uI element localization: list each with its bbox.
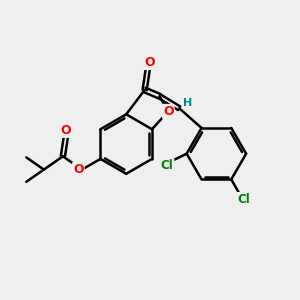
Text: O: O: [61, 124, 71, 137]
Text: O: O: [144, 56, 155, 69]
Text: H: H: [183, 98, 192, 108]
Text: Cl: Cl: [237, 193, 250, 206]
Text: Cl: Cl: [161, 160, 173, 172]
Text: O: O: [73, 163, 84, 176]
Text: O: O: [163, 105, 174, 118]
